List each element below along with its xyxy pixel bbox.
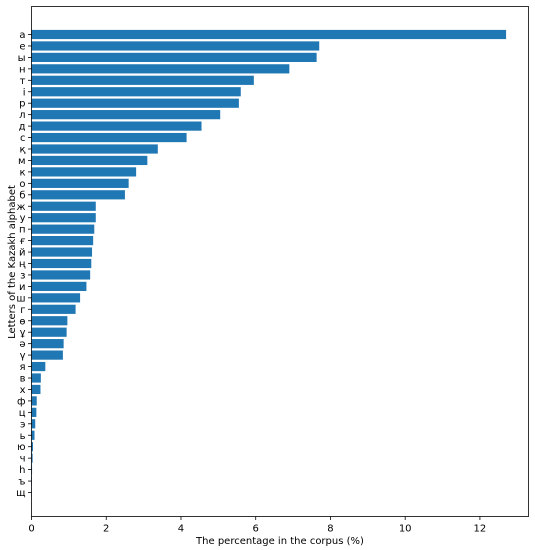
- y-tick-label: ц: [19, 408, 26, 419]
- y-tick-label: л: [19, 110, 25, 121]
- bar: [31, 121, 202, 131]
- bar: [31, 350, 63, 360]
- x-tick-label: 0: [28, 524, 34, 535]
- bar: [31, 64, 290, 74]
- y-tick-label: ө: [19, 316, 25, 327]
- y-tick-label: а: [19, 30, 25, 41]
- y-tick-label: у: [20, 213, 26, 224]
- bar: [31, 430, 35, 440]
- bar: [31, 258, 92, 269]
- y-tick-label: в: [20, 374, 26, 385]
- bar: [31, 453, 33, 463]
- plot-frame: [31, 6, 529, 517]
- bar: [31, 41, 320, 51]
- y-tick-label: щ: [16, 488, 25, 499]
- x-tick-label: 8: [327, 524, 333, 535]
- y-tick-label: з: [20, 270, 25, 281]
- y-tick-label: ұ: [20, 328, 26, 339]
- y-tick-label: б: [19, 190, 25, 201]
- y-tick-label: к: [19, 167, 25, 178]
- x-tick-label: 2: [103, 524, 109, 535]
- bar: [31, 236, 94, 246]
- bar: [31, 98, 239, 108]
- bar: [31, 442, 33, 452]
- y-tick-label: д: [19, 122, 26, 133]
- bar: [31, 29, 507, 40]
- bar: [31, 224, 95, 234]
- bar: [31, 213, 96, 223]
- y-axis-label: Letters of the Kazakh alphabet: [7, 185, 18, 339]
- y-tick-label: и: [19, 282, 26, 293]
- y-tick-label: қ: [19, 145, 25, 156]
- bar: [31, 293, 81, 303]
- y-tick-label: ш: [16, 293, 25, 304]
- bar: [31, 247, 93, 257]
- y-tick-label: с: [20, 133, 26, 144]
- y-tick-label: е: [19, 41, 25, 52]
- bar: [31, 201, 96, 211]
- x-tick-label: 6: [253, 524, 259, 535]
- y-tick-label: ғ: [20, 236, 26, 247]
- bar: [31, 361, 46, 372]
- y-tick-label: ә: [19, 339, 25, 350]
- bar: [31, 384, 41, 395]
- bar: [31, 110, 221, 120]
- bar: [31, 132, 187, 143]
- y-tick-label: т: [20, 76, 26, 87]
- bar: [31, 270, 91, 280]
- y-tick-label: р: [19, 99, 25, 110]
- bar: [31, 396, 37, 406]
- y-tick-label: ъ: [18, 477, 25, 488]
- y-tick-label: ж: [16, 202, 25, 213]
- bars-group: [31, 29, 507, 498]
- y-tick-label: ү: [20, 351, 26, 362]
- y-tick-label: й: [19, 248, 26, 259]
- bar: [31, 304, 76, 314]
- y-tick-label: ю: [17, 442, 25, 453]
- y-tick-label: я: [19, 362, 25, 373]
- bar: [31, 407, 37, 417]
- y-tick-label: п: [19, 225, 26, 236]
- bar: [31, 87, 241, 97]
- bar: [31, 190, 125, 200]
- y-tick-label: ь: [20, 431, 26, 442]
- y-tick-label: ч: [20, 454, 26, 465]
- x-tick-label: 12: [474, 524, 487, 535]
- bar: [31, 178, 129, 188]
- y-axis-ticks: аеынтірлдсқмкобжупғйңзишгөұәүявхфцэьючһъ…: [16, 30, 32, 499]
- y-tick-label: г: [20, 305, 25, 316]
- bar: [31, 419, 36, 429]
- y-tick-label: х: [20, 385, 26, 396]
- bar: [31, 281, 87, 291]
- y-tick-label: ы: [18, 53, 26, 64]
- bar: [31, 327, 67, 337]
- x-tick-label: 10: [399, 524, 412, 535]
- bar: [31, 167, 137, 177]
- y-tick-label: һ: [19, 464, 25, 476]
- y-tick-label: о: [19, 179, 25, 190]
- bar: [31, 316, 68, 326]
- bar: [31, 339, 64, 349]
- y-tick-label: э: [20, 419, 26, 430]
- bar: [31, 52, 317, 62]
- y-tick-label: ң: [19, 259, 26, 270]
- bar: [31, 144, 158, 154]
- bar: [31, 75, 254, 85]
- y-tick-label: н: [19, 64, 26, 75]
- bar: [31, 373, 41, 383]
- x-tick-label: 4: [178, 524, 184, 535]
- bar: [31, 155, 148, 166]
- y-tick-label: і: [23, 86, 26, 98]
- y-tick-label: ф: [17, 396, 26, 407]
- y-tick-label: м: [18, 156, 26, 167]
- x-axis-ticks: 0 2 4 6 8 10 12: [28, 516, 487, 535]
- x-axis-label: The percentage in the corpus (%): [195, 536, 364, 547]
